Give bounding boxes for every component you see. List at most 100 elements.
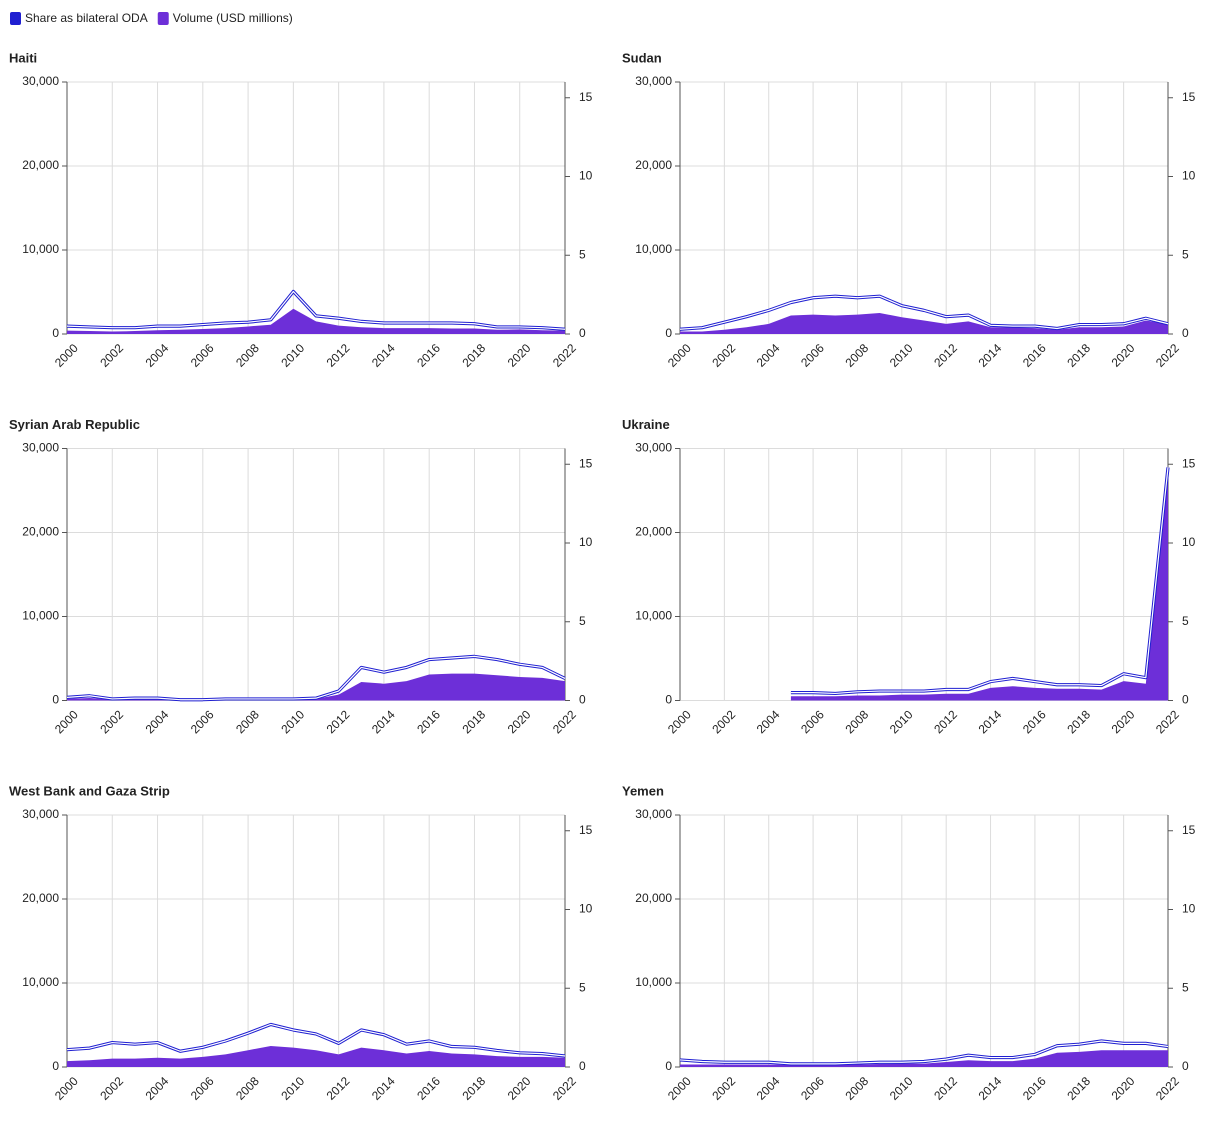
y-tick-label: 0	[52, 326, 59, 340]
x-tick-label: 2012	[324, 341, 353, 370]
x-tick-label: 2016	[414, 707, 443, 736]
y2-tick-label: 5	[1182, 614, 1189, 628]
y-tick-label: 0	[52, 1059, 59, 1073]
y-tick-label: 10,000	[635, 609, 672, 623]
x-tick-label: 2006	[798, 707, 827, 736]
y-tick-label: 10,000	[22, 609, 59, 623]
x-tick-label: 2020	[1109, 1074, 1138, 1103]
x-tick-label: 2010	[887, 341, 916, 370]
y-tick-label: 30,000	[22, 441, 59, 455]
x-tick-label: 2002	[97, 341, 126, 370]
x-tick-label: 2002	[709, 341, 738, 370]
x-tick-label: 2014	[976, 341, 1005, 370]
panel-title: Ukraine	[622, 417, 670, 432]
panel: Sudan 2000 2002 2004 2006 2008 2010 2012 2014 201…	[622, 50, 1196, 369]
x-tick-label: 2012	[931, 1074, 960, 1103]
x-tick-label: 2006	[188, 341, 217, 370]
x-tick-label: 2004	[143, 707, 172, 736]
panel-title: Sudan	[622, 50, 662, 65]
x-tick-label: 2006	[798, 1074, 827, 1103]
x-tick-label: 2012	[324, 707, 353, 736]
x-tick-label: 2010	[887, 1074, 916, 1103]
y2-tick-label: 15	[1182, 823, 1196, 837]
panel-title: Yemen	[622, 783, 664, 798]
x-tick-label: 2008	[842, 341, 871, 370]
x-tick-label: 2022	[1153, 1074, 1182, 1103]
y2-tick-label: 15	[579, 823, 593, 837]
x-tick-label: 2002	[709, 1074, 738, 1103]
x-tick-label: 2020	[505, 707, 534, 736]
x-tick-label: 2002	[97, 707, 126, 736]
x-tick-label: 2014	[976, 1074, 1005, 1103]
y-tick-label: 30,000	[635, 807, 672, 821]
y2-tick-label: 10	[579, 902, 593, 916]
x-tick-label: 2022	[1153, 707, 1182, 736]
x-tick-label: 2010	[278, 341, 307, 370]
x-tick-label: 2006	[798, 341, 827, 370]
legend-label: Share as bilateral ODA	[25, 11, 148, 25]
panel: Yemen 2000 2002 2004 2006 2008 2010 2012 2014 201…	[622, 783, 1196, 1102]
y-tick-label: 20,000	[635, 158, 672, 172]
share-line-core	[66, 1023, 566, 1057]
y2-tick-label: 15	[579, 90, 593, 104]
volume-area	[680, 1050, 1168, 1067]
x-tick-label: 2014	[976, 707, 1005, 736]
y-tick-label: 20,000	[635, 891, 672, 905]
y2-tick-label: 5	[1182, 247, 1189, 261]
x-tick-label: 2018	[459, 707, 488, 736]
y2-tick-label: 5	[1182, 980, 1189, 994]
x-tick-label: 2006	[188, 1074, 217, 1103]
y2-tick-label: 0	[579, 326, 586, 340]
y2-tick-label: 0	[579, 693, 586, 707]
x-tick-label: 2018	[1064, 1074, 1093, 1103]
x-tick-label: 2004	[754, 707, 783, 736]
y-tick-label: 30,000	[22, 807, 59, 821]
x-tick-label: 2022	[550, 707, 579, 736]
y-tick-label: 10,000	[635, 242, 672, 256]
x-tick-label: 2016	[414, 1074, 443, 1103]
x-tick-label: 2000	[52, 1074, 81, 1103]
y2-tick-label: 0	[1182, 693, 1189, 707]
x-tick-label: 2008	[233, 341, 262, 370]
x-tick-label: 2018	[1064, 341, 1093, 370]
y2-tick-label: 10	[579, 169, 593, 183]
panel: West Bank and Gaza Strip 2000 2002 2004 2006…	[9, 783, 593, 1102]
y-tick-label: 20,000	[22, 158, 59, 172]
x-tick-label: 2022	[550, 1074, 579, 1103]
volume-area	[680, 313, 1168, 334]
x-tick-label: 2014	[369, 1074, 398, 1103]
volume-area	[67, 1046, 565, 1067]
y-tick-label: 0	[665, 693, 672, 707]
y2-tick-label: 10	[1182, 535, 1196, 549]
panel-title: West Bank and Gaza Strip	[9, 783, 170, 798]
y-tick-label: 0	[665, 326, 672, 340]
y-tick-label: 30,000	[635, 441, 672, 455]
y-tick-label: 20,000	[22, 891, 59, 905]
x-tick-label: 2016	[1020, 341, 1049, 370]
y-tick-label: 10,000	[635, 975, 672, 989]
y2-tick-label: 0	[1182, 1059, 1189, 1073]
x-tick-label: 2004	[143, 341, 172, 370]
x-tick-label: 2022	[1153, 341, 1182, 370]
x-tick-label: 2020	[505, 1074, 534, 1103]
y2-tick-label: 5	[579, 614, 586, 628]
x-tick-label: 2000	[665, 707, 694, 736]
legend-swatch	[157, 12, 169, 25]
legend-label: Volume (USD millions)	[173, 11, 293, 25]
x-tick-label: 2012	[931, 707, 960, 736]
x-tick-label: 2008	[842, 707, 871, 736]
x-tick-label: 2012	[931, 341, 960, 370]
share-line-core	[679, 295, 1169, 330]
x-tick-label: 2000	[52, 341, 81, 370]
y-tick-label: 0	[665, 1059, 672, 1073]
x-tick-label: 2022	[550, 341, 579, 370]
y-tick-label: 20,000	[635, 525, 672, 539]
share-line-core	[790, 467, 1169, 695]
y-tick-label: 30,000	[22, 74, 59, 88]
x-tick-label: 2020	[1109, 707, 1138, 736]
x-tick-label: 2018	[459, 1074, 488, 1103]
y2-tick-label: 10	[1182, 169, 1196, 183]
panel: Syrian Arab Republic 2000 2002 2004 2006 2008…	[9, 417, 593, 736]
x-tick-label: 2004	[754, 341, 783, 370]
